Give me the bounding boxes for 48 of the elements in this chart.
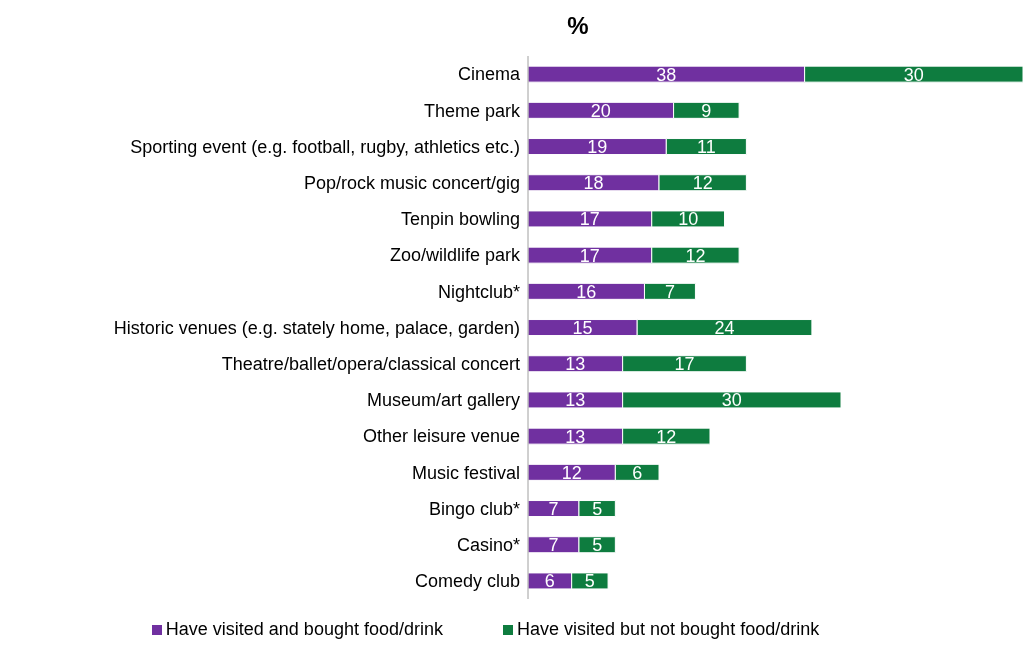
y-tick-label: Zoo/wildlife park	[389, 245, 521, 266]
data-label: 9	[701, 100, 712, 121]
data-label: 18	[583, 173, 604, 194]
y-tick-label: Museum/art gallery	[366, 390, 520, 411]
data-label: 6	[544, 571, 555, 592]
data-label: 17	[674, 354, 695, 375]
y-tick-label: Casino*	[456, 535, 520, 556]
y-tick-label: Pop/rock music concert/gig	[303, 173, 520, 194]
data-label: 19	[587, 136, 608, 157]
data-label: 5	[592, 535, 603, 556]
legend-label: Have visited and bought food/drink	[165, 619, 443, 639]
data-label: 5	[592, 498, 603, 519]
y-tick-label: Tenpin bowling	[400, 209, 520, 230]
data-label: 38	[656, 64, 677, 85]
data-label: 13	[565, 390, 586, 411]
data-label: 7	[548, 535, 559, 556]
y-tick-label: Comedy club	[414, 571, 520, 592]
data-label: 12	[656, 426, 677, 447]
y-tick-label: Other leisure venue	[362, 426, 520, 447]
data-label: 15	[572, 317, 593, 338]
data-label: 30	[903, 64, 924, 85]
data-label: 13	[565, 426, 586, 447]
y-tick-label: Nightclub*	[437, 281, 520, 302]
data-label: 24	[714, 317, 735, 338]
data-label: 10	[678, 209, 699, 230]
y-tick-label: Music festival	[411, 462, 520, 483]
data-label: 16	[576, 281, 597, 302]
y-tick-label: Theme park	[423, 100, 521, 121]
data-label: 11	[697, 136, 716, 157]
data-label: 5	[584, 571, 595, 592]
legend-label: Have visited but not bought food/drink	[516, 619, 820, 639]
data-label: 7	[548, 498, 559, 519]
data-label: 6	[632, 462, 643, 483]
data-label: 12	[561, 462, 582, 483]
y-tick-label: Sporting event (e.g. football, rugby, athletics etc.)	[130, 136, 520, 157]
y-tick-label: Theatre/ballet/opera/classical concert	[221, 354, 520, 375]
data-label: 17	[579, 209, 600, 230]
data-label: 12	[692, 173, 713, 194]
data-label: 12	[685, 245, 706, 266]
chart-title: %	[566, 11, 590, 40]
data-label: 13	[565, 354, 586, 375]
y-tick-label: Bingo club*	[428, 498, 520, 519]
data-label: 7	[664, 281, 675, 302]
data-label: 17	[579, 245, 600, 266]
y-tick-label: Historic venues (e.g. stately home, palace, garden)	[113, 317, 520, 338]
data-label: 30	[721, 390, 742, 411]
y-tick-label: Cinema	[457, 64, 521, 85]
data-label: 20	[590, 100, 611, 121]
